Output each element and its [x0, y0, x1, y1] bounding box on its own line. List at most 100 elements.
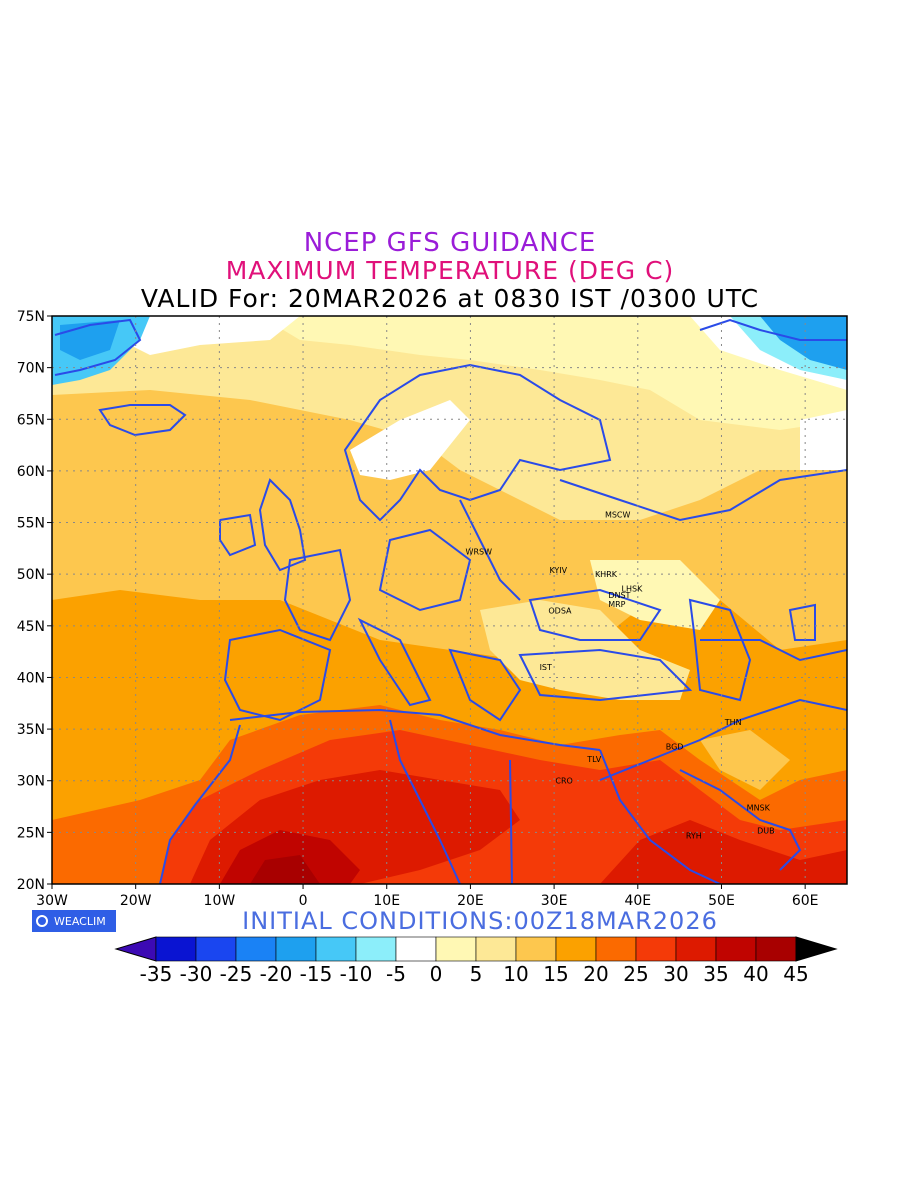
- lon-tick-label: 10W: [204, 893, 236, 909]
- lon-tick-label: 0: [299, 893, 308, 909]
- title-line2: MAXIMUM TEMPERATURE (DEG C): [225, 256, 675, 285]
- colorbar-swatch: [155, 936, 197, 962]
- weaclim-logo: WEACLIM: [32, 910, 116, 932]
- colorbar-label: -15: [300, 962, 333, 986]
- ireland-coast: [219, 513, 257, 557]
- city-label-wrsw: WRSW: [466, 547, 493, 556]
- field-ural-white: [800, 410, 847, 470]
- russia-coast: [559, 469, 847, 522]
- lon-tick-label: 40E: [624, 893, 651, 909]
- coastlines: [54, 318, 847, 884]
- colorbar-swatch: [715, 936, 757, 962]
- greenland-coast: [54, 318, 142, 376]
- colorbar-label: -35: [140, 962, 173, 986]
- red-sea-coast: [599, 749, 721, 884]
- aral-coast: [788, 603, 816, 641]
- city-label-khrk: KHRK: [595, 570, 618, 579]
- great-britain-coast: [258, 478, 307, 572]
- lat-tick-label: 60N: [17, 464, 45, 480]
- city-label-ist: IST: [540, 663, 552, 672]
- logo-text: WEACLIM: [54, 914, 106, 928]
- initial-conditions: INITIAL CONDITIONS:00Z18MAR2026: [242, 907, 718, 935]
- city-label-bgd: BGD: [666, 743, 684, 752]
- colorbar-swatch: [555, 936, 597, 962]
- field-30-35-arabia: [600, 820, 847, 884]
- colorbar-max-arrow: [795, 936, 838, 962]
- city-label-kyiv: KYIV: [549, 566, 567, 575]
- italy-coast: [357, 617, 432, 707]
- novaya-zemlya-coast: [699, 318, 847, 341]
- lon-tick-label: 20W: [120, 893, 152, 909]
- colorbar-swatch: [355, 936, 397, 962]
- libya-border: [389, 719, 461, 884]
- lat-tick-label: 20N: [17, 877, 45, 893]
- field-arctic-colder: [760, 316, 847, 370]
- colorbar-label: -10: [340, 962, 373, 986]
- central-asia-border: [700, 639, 847, 662]
- colorbar-swatch: [475, 936, 517, 962]
- colorbar-label: -30: [180, 962, 213, 986]
- lon-tick-label: 50E: [708, 893, 735, 909]
- colorbar-label: -20: [260, 962, 293, 986]
- caspian-coast: [688, 598, 752, 702]
- north-africa-coast: [229, 708, 601, 751]
- title-line3: VALID For: 20MAR2026 at 0830 IST /0300 U…: [140, 284, 760, 313]
- colorbar-label: 20: [583, 962, 608, 986]
- city-label-lhsk: LHSK: [622, 585, 644, 594]
- lat-tick-label: 70N: [17, 361, 45, 377]
- colorbar-min-arrow: [114, 936, 157, 962]
- iraq-iran-border: [599, 698, 847, 781]
- field-arctic-white: [120, 316, 300, 355]
- iberia-coast: [223, 628, 332, 722]
- colorbar-swatch: [755, 936, 797, 962]
- iceland-coast: [98, 404, 187, 437]
- france-coast: [283, 548, 352, 642]
- longitude-axis: 30W 20W 10W 0 10E 20E 30E 40E 50E 60E: [36, 884, 818, 909]
- colorbar-swatch: [675, 936, 717, 962]
- temperature-field: [52, 316, 847, 884]
- colorbar-swatch: [275, 936, 317, 962]
- city-label-thn: THN: [724, 718, 742, 727]
- lat-tick-label: 55N: [17, 516, 45, 532]
- scandinavia-coast: [343, 363, 612, 522]
- colorbar-swatch: [435, 936, 477, 962]
- colorbar-label: 0: [430, 962, 443, 986]
- colorbar-label: -25: [220, 962, 253, 986]
- colorbar-swatch: [395, 936, 437, 962]
- field-scandinavia-white: [350, 400, 470, 480]
- latitude-axis: 75N 70N 65N 60N 55N 50N 45N 40N 35N 30N 25N 20N: [17, 309, 52, 893]
- city-label-mscw: MSCW: [605, 510, 631, 519]
- plot-frame: [51, 315, 848, 885]
- city-label-mnsk: MNSK: [747, 804, 771, 813]
- colorbar-label: 10: [503, 962, 528, 986]
- title-line1: NCEP GFS GUIDANCE: [303, 228, 597, 258]
- greece-coast: [448, 648, 522, 722]
- turkey-coast: [518, 648, 693, 702]
- colorbar-label: 40: [743, 962, 768, 986]
- lat-tick-label: 75N: [17, 309, 45, 325]
- field-iran-plateau: [700, 730, 790, 790]
- central-europe-border: [378, 528, 472, 612]
- lat-tick-label: 65N: [17, 412, 45, 428]
- lat-tick-label: 50N: [17, 567, 45, 583]
- gulf-coast: [679, 769, 802, 871]
- field-caucasus: [590, 560, 720, 630]
- city-label-mrp: MRP: [608, 600, 625, 609]
- field-0-5: [260, 316, 847, 430]
- colorbar-swatch: [195, 936, 237, 962]
- logo-ring-icon: [36, 915, 48, 927]
- city-label-dub: DUB: [757, 826, 775, 835]
- lon-tick-label: 20E: [457, 893, 484, 909]
- city-label-tlv: TLV: [586, 755, 601, 764]
- lat-tick-label: 30N: [17, 774, 45, 790]
- colorbar-label: 15: [543, 962, 568, 986]
- colorbar-swatch: [235, 936, 277, 962]
- colorbar-swatch: [315, 936, 357, 962]
- colorbar-swatch: [635, 936, 677, 962]
- field-40-45: [250, 855, 320, 884]
- lat-tick-label: 45N: [17, 619, 45, 635]
- colorbar-label: 45: [783, 962, 808, 986]
- lat-tick-label: 25N: [17, 825, 45, 841]
- colorbar-swatch: [515, 936, 557, 962]
